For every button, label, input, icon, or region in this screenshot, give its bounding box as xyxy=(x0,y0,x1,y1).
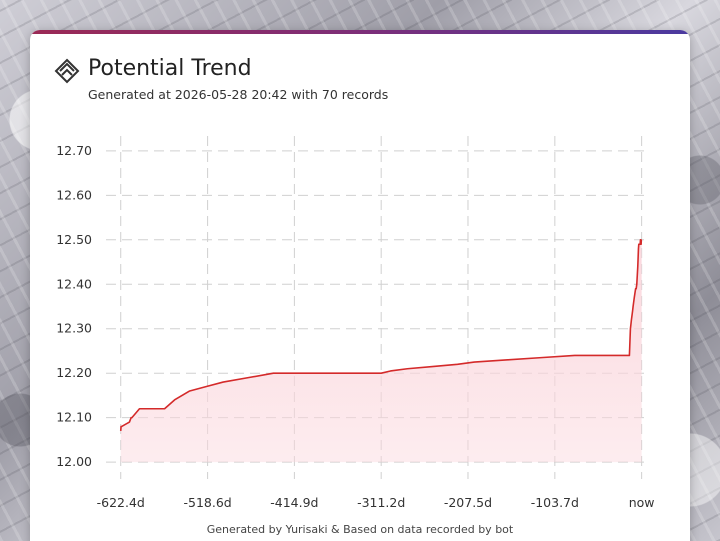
y-tick-label: 12.20 xyxy=(56,365,92,380)
potential-trend-chart: 12.00 12.10 12.20 12.30 12.40 12.50 12.60 12.70… xyxy=(56,136,655,510)
page-subtitle: Generated at 2026-05-28 20:42 with 70 re… xyxy=(88,87,389,102)
x-tick-label: -311.2d xyxy=(357,495,405,510)
chart-area-layer xyxy=(120,239,642,463)
x-tick-label: -414.9d xyxy=(270,495,318,510)
y-tick-label: 12.70 xyxy=(56,143,92,158)
series-area xyxy=(120,239,642,463)
x-tick-label: -103.7d xyxy=(531,495,579,510)
y-axis: 12.00 12.10 12.20 12.30 12.40 12.50 12.60 12.70 xyxy=(56,143,92,469)
card-accent-bar xyxy=(30,30,690,34)
x-axis: -622.4d -518.6d -414.9d -311.2d -207.5d -103.… xyxy=(97,495,655,510)
x-tick-label: now xyxy=(629,495,655,510)
y-tick-label: 12.60 xyxy=(56,187,92,202)
y-tick-label: 12.40 xyxy=(56,276,92,291)
x-tick-label: -207.5d xyxy=(444,495,492,510)
y-tick-label: 12.10 xyxy=(56,410,92,425)
page-title: Potential Trend xyxy=(88,56,252,81)
y-tick-label: 12.50 xyxy=(56,232,92,247)
arcaea-logo-icon xyxy=(54,58,80,84)
x-tick-label: -622.4d xyxy=(97,495,145,510)
footer-credit: Generated by Yurisaki & Based on data re… xyxy=(206,523,514,536)
series-line xyxy=(119,239,643,432)
chart-line-layer xyxy=(119,239,643,432)
x-tick-label: -518.6d xyxy=(183,495,231,510)
y-tick-label: 12.00 xyxy=(56,454,92,469)
potential-trend-card: Potential Trend Generated at 2026-05-28 … xyxy=(30,30,690,541)
y-tick-label: 12.30 xyxy=(56,321,92,336)
